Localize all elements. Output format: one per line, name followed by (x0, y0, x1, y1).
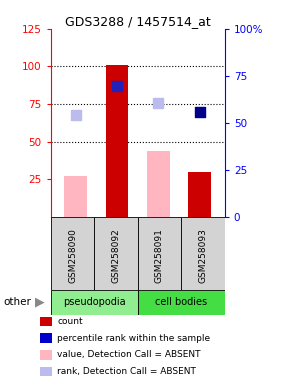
Bar (64, 176, 87, 217)
Bar (188, 172, 211, 217)
Text: ▶: ▶ (35, 296, 44, 309)
Bar (181, 217, 225, 290)
Text: GSM258093: GSM258093 (198, 228, 208, 283)
Text: pseudopodia: pseudopodia (63, 297, 126, 308)
Bar (51, 290, 138, 315)
Bar (94, 217, 138, 290)
Bar (40, 317, 52, 326)
Text: cell bodies: cell bodies (155, 297, 207, 308)
Bar (138, 217, 181, 290)
Text: percentile rank within the sample: percentile rank within the sample (57, 334, 210, 343)
Text: GSM258091: GSM258091 (155, 228, 164, 283)
Text: rank, Detection Call = ABSENT: rank, Detection Call = ABSENT (57, 367, 196, 376)
Bar (40, 333, 52, 343)
Text: value, Detection Call = ABSENT: value, Detection Call = ABSENT (57, 351, 201, 359)
Point (73, 111, 78, 118)
Point (197, 109, 202, 115)
Text: other: other (3, 297, 31, 308)
Text: GSM258092: GSM258092 (111, 228, 121, 283)
Text: GSM258090: GSM258090 (68, 228, 77, 283)
Bar (40, 350, 52, 360)
Point (156, 99, 161, 106)
Bar (106, 65, 128, 217)
Text: count: count (57, 317, 83, 326)
Bar (147, 151, 170, 217)
Bar (138, 290, 225, 315)
Title: GDS3288 / 1457514_at: GDS3288 / 1457514_at (65, 15, 211, 28)
Bar (40, 367, 52, 376)
Bar (51, 217, 94, 290)
Point (115, 83, 119, 89)
